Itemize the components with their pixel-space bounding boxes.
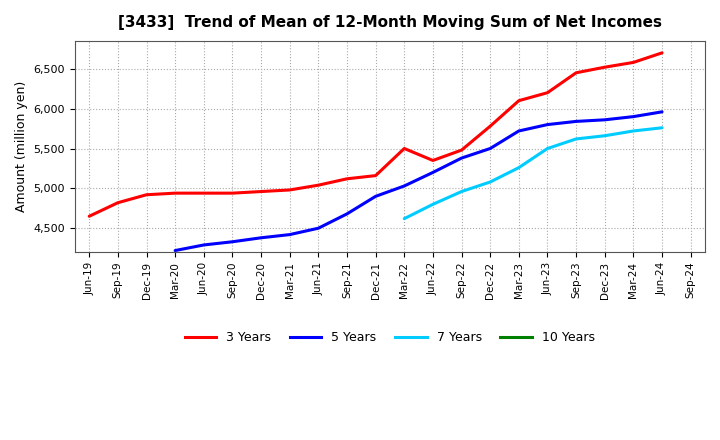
Y-axis label: Amount (million yen): Amount (million yen) <box>15 81 28 212</box>
Legend: 3 Years, 5 Years, 7 Years, 10 Years: 3 Years, 5 Years, 7 Years, 10 Years <box>180 326 600 349</box>
Title: [3433]  Trend of Mean of 12-Month Moving Sum of Net Incomes: [3433] Trend of Mean of 12-Month Moving … <box>118 15 662 30</box>
